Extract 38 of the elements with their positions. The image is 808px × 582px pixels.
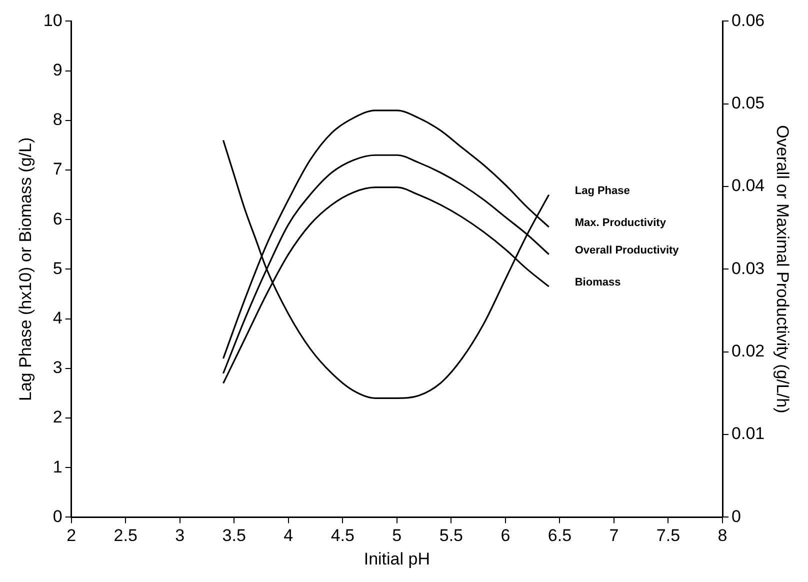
y-tick-label: 2	[52, 408, 62, 427]
x-tick-label: 3.5	[222, 526, 246, 546]
y2-tick-label: 0.03	[732, 258, 765, 278]
y-tick-label: 7	[52, 160, 62, 179]
x-tick-label: 3	[175, 526, 185, 546]
y-tick-label: 6	[52, 209, 62, 228]
y-tick-label: 0	[52, 506, 62, 526]
y-axis-title: Lag Phase (hx10) or Biomass (g/L)	[16, 137, 35, 402]
y-tick-label: 5	[52, 258, 62, 278]
x-tick-label: 7	[609, 526, 619, 546]
y-tick-label: 1	[52, 457, 62, 476]
text: Overall Productivity	[574, 244, 680, 256]
y-tick-label: 4	[52, 308, 62, 328]
x-tick-label: 7.5	[656, 526, 680, 546]
x-tick-label: 6	[500, 526, 510, 546]
y2-axis-title: Overall or Maximal Productivity (g/L/h)	[773, 125, 792, 414]
y2-tick-label: 0	[732, 506, 741, 526]
y2-tick-label: 0.06	[732, 10, 765, 30]
y2-tick-label: 0.05	[732, 94, 765, 113]
y-tick-label: 3	[52, 358, 62, 378]
y-tick-label: 8	[52, 110, 62, 130]
x-tick-label: 5.5	[439, 526, 463, 546]
x-tick-label: 4.5	[330, 526, 354, 546]
y-tick-label: 9	[52, 60, 62, 80]
x-tick-label: 2	[66, 526, 76, 546]
text: Lag Phase	[574, 184, 630, 197]
x-tick-label: 8	[718, 526, 728, 546]
x-axis-title: Initial pH	[364, 549, 430, 568]
x-tick-label: 2.5	[114, 526, 138, 546]
x-tick-label: 4	[284, 526, 294, 546]
x-tick-label: 5	[392, 526, 402, 546]
x-tick-label: 6.5	[548, 526, 572, 546]
y-tick-label: 10	[43, 10, 62, 30]
y2-tick-label: 0.04	[732, 176, 765, 196]
text: Max. Productivity	[574, 217, 667, 230]
y2-tick-label: 0.01	[732, 424, 765, 444]
text: Biomass	[574, 276, 621, 289]
y2-tick-label: 0.02	[732, 342, 765, 361]
